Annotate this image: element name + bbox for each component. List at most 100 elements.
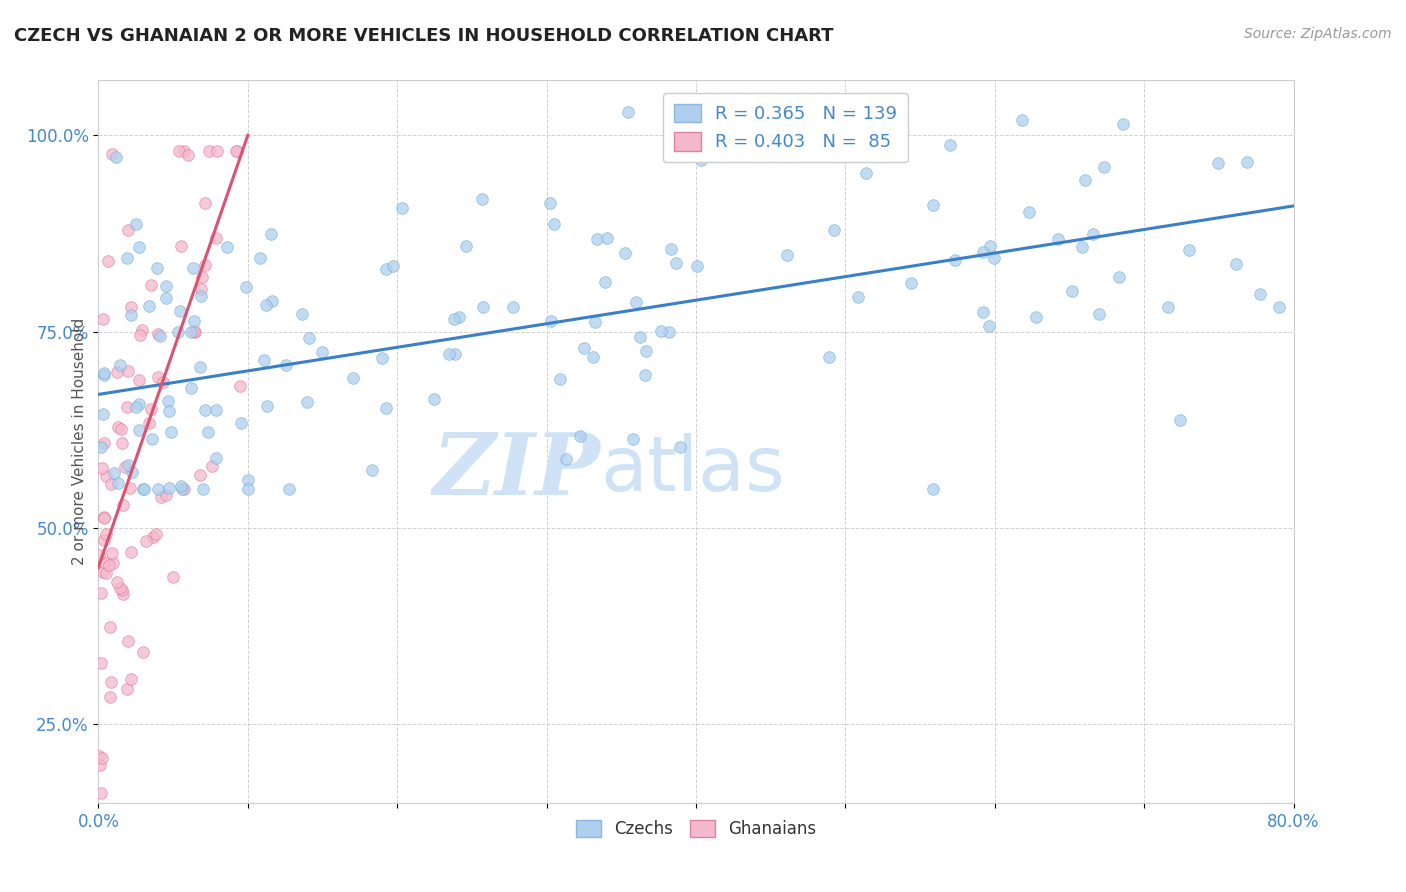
- Point: [194, 403, 217, 417]
- Point: [173, 482, 195, 496]
- Point: [107, 420, 129, 434]
- Point: [238, 473, 260, 487]
- Point: [162, 569, 184, 583]
- Point: [128, 373, 150, 387]
- Point: [634, 343, 657, 358]
- Point: [148, 327, 170, 342]
- Point: [157, 481, 180, 495]
- Point: [148, 482, 170, 496]
- Point: [111, 498, 134, 512]
- Point: [145, 260, 167, 275]
- Point: [775, 248, 797, 262]
- Point: [100, 675, 122, 690]
- Point: [110, 422, 132, 436]
- Point: [93, 555, 115, 569]
- Point: [98, 812, 121, 826]
- Point: [120, 308, 142, 322]
- Point: [170, 239, 193, 253]
- Point: [1249, 287, 1271, 301]
- Point: [855, 166, 877, 180]
- Point: [108, 582, 131, 596]
- Point: [215, 240, 238, 254]
- Point: [1225, 257, 1247, 271]
- Point: [157, 404, 180, 418]
- Point: [170, 482, 193, 496]
- Point: [1018, 204, 1040, 219]
- Point: [111, 587, 134, 601]
- Point: [90, 585, 112, 599]
- Point: [278, 482, 301, 496]
- Point: [90, 440, 112, 454]
- Point: [624, 295, 647, 310]
- Point: [190, 282, 212, 296]
- Point: [1168, 413, 1191, 427]
- Point: [818, 350, 841, 364]
- Point: [148, 369, 170, 384]
- Point: [593, 275, 616, 289]
- Point: [91, 311, 114, 326]
- Point: [150, 491, 173, 505]
- Point: [437, 347, 460, 361]
- Point: [922, 198, 945, 212]
- Point: [98, 558, 121, 572]
- Point: [382, 259, 405, 273]
- Point: [117, 223, 139, 237]
- Point: [89, 786, 111, 800]
- Point: [121, 465, 143, 479]
- Point: [173, 144, 195, 158]
- Point: [139, 278, 162, 293]
- Point: [152, 376, 174, 390]
- Text: atlas: atlas: [600, 434, 785, 508]
- Point: [93, 533, 115, 547]
- Point: [225, 144, 247, 158]
- Point: [690, 153, 713, 167]
- Point: [658, 326, 681, 340]
- Point: [650, 324, 672, 338]
- Point: [375, 262, 398, 277]
- Point: [1087, 307, 1109, 321]
- Point: [628, 330, 651, 344]
- Point: [342, 371, 364, 385]
- Point: [846, 290, 869, 304]
- Point: [181, 261, 204, 276]
- Point: [120, 672, 142, 686]
- Point: [128, 396, 150, 410]
- Point: [260, 227, 283, 241]
- Point: [142, 530, 165, 544]
- Point: [375, 401, 398, 416]
- Point: [554, 452, 576, 467]
- Point: [167, 144, 190, 158]
- Point: [1071, 239, 1094, 253]
- Point: [921, 482, 943, 496]
- Point: [201, 458, 224, 473]
- Point: [134, 482, 156, 496]
- Point: [129, 812, 152, 826]
- Legend: Czechs, Ghanaians: Czechs, Ghanaians: [569, 814, 823, 845]
- Point: [107, 476, 129, 491]
- Point: [983, 251, 1005, 265]
- Point: [1111, 116, 1133, 130]
- Point: [1108, 269, 1130, 284]
- Point: [823, 223, 845, 237]
- Point: [276, 358, 298, 372]
- Point: [183, 324, 205, 338]
- Point: [229, 416, 252, 430]
- Point: [1267, 300, 1289, 314]
- Point: [160, 425, 183, 439]
- Point: [93, 366, 115, 380]
- Point: [132, 645, 155, 659]
- Point: [115, 681, 138, 696]
- Point: [125, 400, 148, 414]
- Point: [101, 546, 124, 560]
- Point: [96, 566, 118, 580]
- Point: [91, 566, 114, 580]
- Point: [543, 217, 565, 231]
- Point: [613, 246, 636, 260]
- Point: [1046, 231, 1069, 245]
- Point: [621, 433, 644, 447]
- Point: [180, 381, 202, 395]
- Point: [194, 196, 217, 211]
- Point: [93, 510, 115, 524]
- Point: [669, 440, 692, 454]
- Point: [129, 328, 152, 343]
